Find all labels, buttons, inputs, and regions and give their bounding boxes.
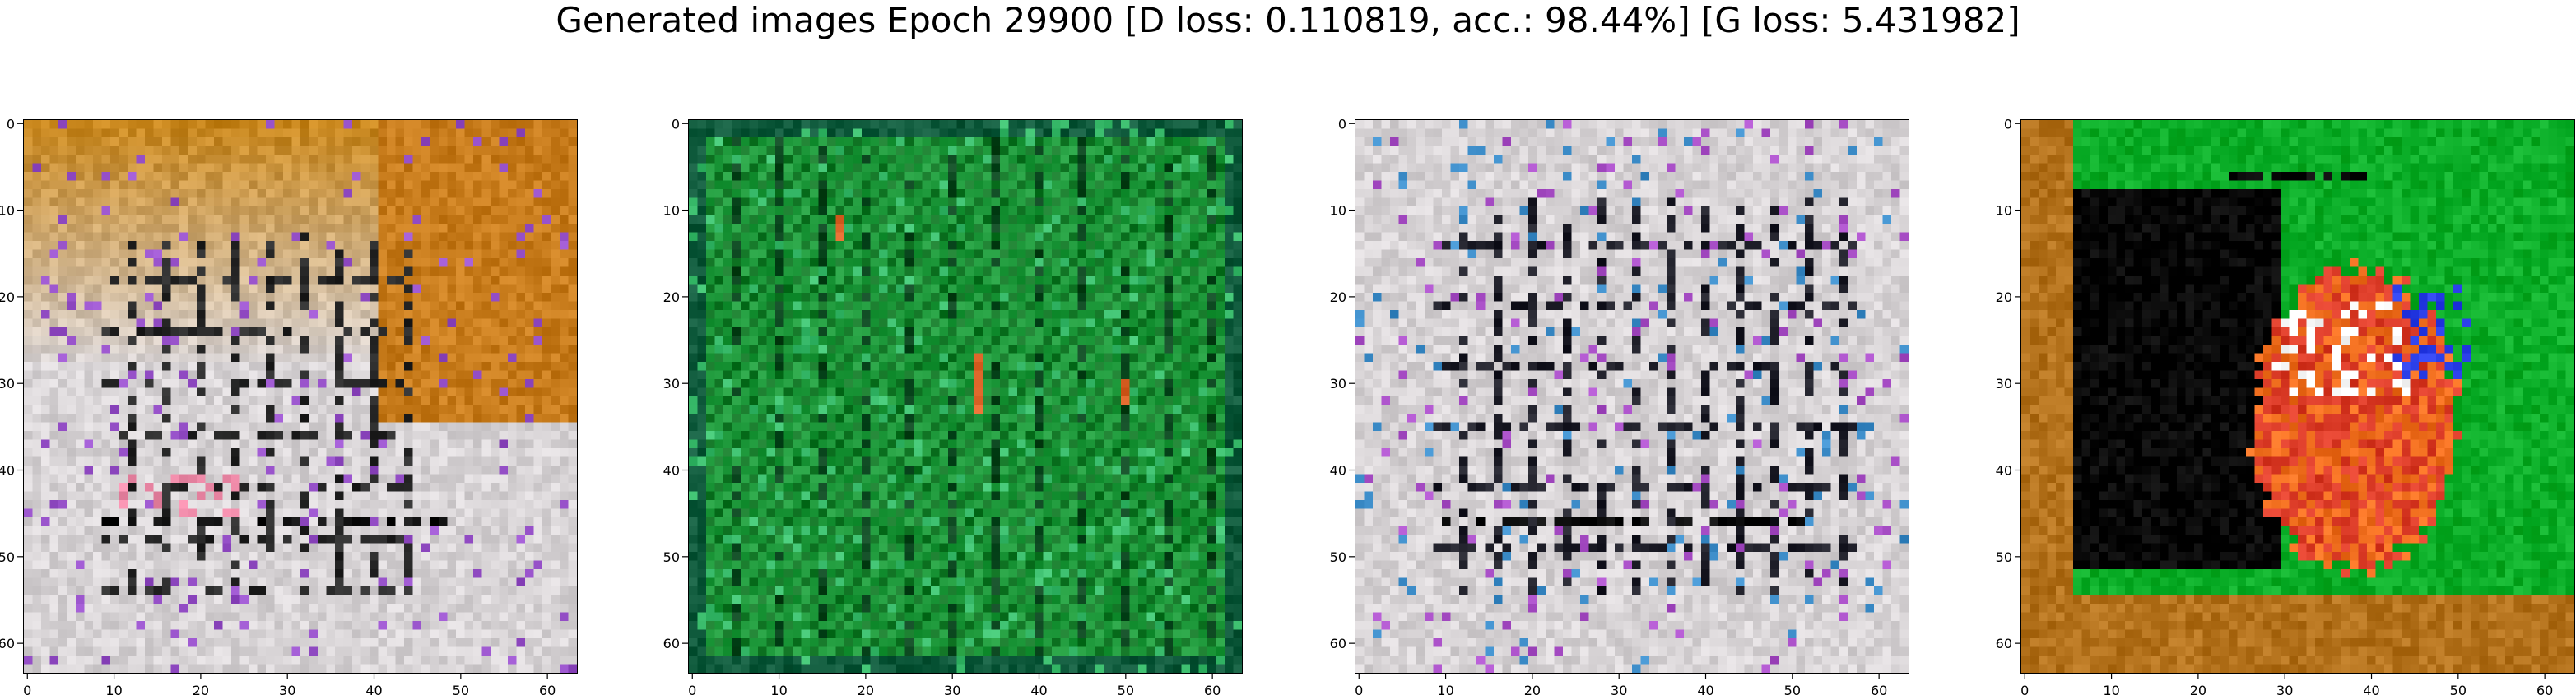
y-tick-label: 30	[1330, 376, 1346, 392]
x-tick-label: 60	[1204, 683, 1221, 695]
x-tick-label: 10	[770, 683, 787, 695]
generated-image-3	[1355, 119, 1909, 674]
x-tick-label: 20	[2190, 683, 2206, 695]
x-tick-label: 0	[688, 683, 696, 695]
y-tick-label: 10	[1330, 203, 1346, 219]
generated-image-canvas	[689, 120, 1242, 673]
y-tick-label: 50	[663, 549, 680, 565]
y-tick-label: 20	[1996, 290, 2012, 305]
y-tick-label: 0	[7, 116, 15, 132]
x-tick-label: 40	[2363, 683, 2379, 695]
x-tick-label: 40	[1697, 683, 1713, 695]
y-tick-label: 30	[0, 376, 15, 392]
x-tick-label: 30	[2276, 683, 2293, 695]
x-tick-label: 60	[1871, 683, 1887, 695]
y-tick-label: 10	[663, 203, 680, 219]
y-tick-label: 0	[672, 116, 680, 132]
y-tick-label: 50	[1996, 549, 2012, 565]
x-tick-label: 10	[105, 683, 122, 695]
y-tick-label: 10	[1996, 203, 2012, 219]
x-tick-label: 50	[1784, 683, 1801, 695]
y-tick-label: 40	[663, 463, 680, 479]
generated-image-canvas	[2021, 120, 2574, 673]
y-tick-label: 60	[1330, 636, 1346, 651]
y-tick-label: 30	[1996, 376, 2012, 392]
x-tick-label: 50	[2450, 683, 2467, 695]
y-tick-label: 40	[1996, 463, 2012, 479]
y-tick-label: 50	[0, 549, 15, 565]
y-tick-label: 60	[1996, 636, 2012, 651]
x-tick-label: 10	[2103, 683, 2119, 695]
x-tick-label: 50	[1118, 683, 1134, 695]
y-tick-label: 60	[663, 636, 680, 651]
x-tick-label: 30	[279, 683, 295, 695]
y-tick-label: 10	[0, 203, 15, 219]
y-tick-label: 20	[0, 290, 15, 305]
x-tick-label: 30	[944, 683, 960, 695]
y-tick-label: 20	[663, 290, 680, 305]
x-tick-label: 0	[23, 683, 31, 695]
y-tick-label: 50	[1330, 549, 1346, 565]
y-tick-label: 40	[1330, 463, 1346, 479]
x-tick-label: 0	[2020, 683, 2029, 695]
x-tick-label: 10	[1437, 683, 1453, 695]
x-tick-label: 60	[539, 683, 556, 695]
x-tick-label: 20	[193, 683, 209, 695]
x-tick-label: 50	[453, 683, 469, 695]
x-tick-label: 30	[1611, 683, 1627, 695]
generated-image-canvas	[24, 120, 577, 673]
x-tick-label: 60	[2536, 683, 2553, 695]
generated-image-1	[23, 119, 578, 674]
generated-image-4	[2020, 119, 2575, 674]
y-tick-label: 60	[0, 636, 15, 651]
generated-image-2	[688, 119, 1243, 674]
x-tick-label: 20	[1524, 683, 1541, 695]
generated-image-canvas	[1355, 120, 1909, 673]
x-tick-label: 0	[1355, 683, 1363, 695]
figure-title: Generated images Epoch 29900 [D loss: 0.…	[556, 0, 2020, 40]
x-tick-label: 40	[1030, 683, 1047, 695]
y-tick-label: 40	[0, 463, 15, 479]
y-tick-label: 0	[1338, 116, 1346, 132]
y-tick-label: 0	[2004, 116, 2012, 132]
y-tick-label: 30	[663, 376, 680, 392]
x-tick-label: 20	[858, 683, 874, 695]
y-tick-label: 20	[1330, 290, 1346, 305]
x-tick-label: 40	[365, 683, 382, 695]
